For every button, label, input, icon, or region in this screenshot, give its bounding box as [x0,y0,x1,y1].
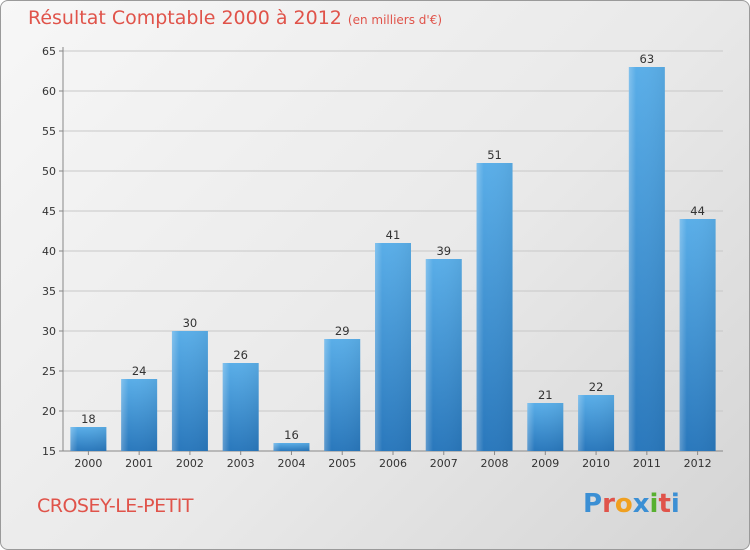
x-tick-label-2006: 2006 [379,457,407,470]
x-tick-label-2002: 2002 [176,457,204,470]
value-label-2010: 22 [589,380,604,394]
value-label-2000: 18 [81,412,96,426]
logo-letter: i [649,489,659,519]
logo-letter: t [658,489,671,519]
bar-shade-2004 [273,443,310,451]
proxiti-logo: Proxiti [583,489,680,519]
x-tick-label-2005: 2005 [328,457,356,470]
y-tick-label: 65 [42,45,56,58]
x-tick-label-2012: 2012 [684,457,712,470]
y-tick-label: 55 [42,125,56,138]
x-tick-label-2007: 2007 [430,457,458,470]
value-label-2003: 26 [233,348,248,362]
value-label-2001: 24 [132,364,147,378]
y-tick-label: 15 [42,445,56,458]
y-tick-label: 50 [42,165,56,178]
x-tick-label-2000: 2000 [74,457,102,470]
y-tick-label: 30 [42,325,56,338]
bar-shade-2012 [679,219,716,451]
bar-shade-2003 [222,363,259,451]
x-tick-label-2003: 2003 [227,457,255,470]
x-tick-label-2009: 2009 [531,457,559,470]
x-tick-label-2004: 2004 [277,457,305,470]
value-label-2005: 29 [335,324,350,338]
logo-letter: x [632,489,650,519]
bar-shade-2006 [375,243,411,451]
bar-shade-2008 [476,163,513,451]
x-tick-label-2011: 2011 [633,457,661,470]
y-tick-label: 60 [42,85,56,98]
bar-shade-2009 [527,403,564,451]
value-label-2006: 41 [386,228,401,242]
logo-letter: o [614,489,633,519]
logo-letter: r [602,489,615,519]
value-label-2007: 39 [436,244,451,258]
y-tick-label: 40 [42,245,56,258]
chart-title-text: Résultat Comptable 2000 à 2012 [28,7,342,29]
y-tick-label: 25 [42,365,56,378]
y-tick-label: 20 [42,405,56,418]
commune-name: CROSEY-LE-PETIT [37,495,193,517]
y-tick-label: 45 [42,205,56,218]
value-label-2004: 16 [284,428,299,442]
value-label-2009: 21 [538,388,553,402]
bar-shade-2000 [70,427,107,451]
x-tick-label-2008: 2008 [481,457,509,470]
bar-shade-2010 [578,395,615,451]
bar-shade-2005 [324,339,361,451]
value-label-2008: 51 [487,148,502,162]
value-label-2002: 30 [183,316,198,330]
x-tick-label-2001: 2001 [125,457,153,470]
bar-shade-2001 [121,379,158,451]
bar-shade-2007 [425,259,462,451]
chart-title: Résultat Comptable 2000 à 2012 (en millie… [28,7,442,29]
chart-subtitle: (en milliers d'€) [347,13,443,27]
bar-shade-2011 [628,67,665,451]
y-tick-label: 35 [42,285,56,298]
x-tick-label-2010: 2010 [582,457,610,470]
logo-letter: i [670,489,680,519]
logo-letter: P [583,489,603,519]
bar-shade-2002 [171,331,208,451]
value-label-2012: 44 [690,204,705,218]
value-label-2011: 63 [640,52,655,66]
